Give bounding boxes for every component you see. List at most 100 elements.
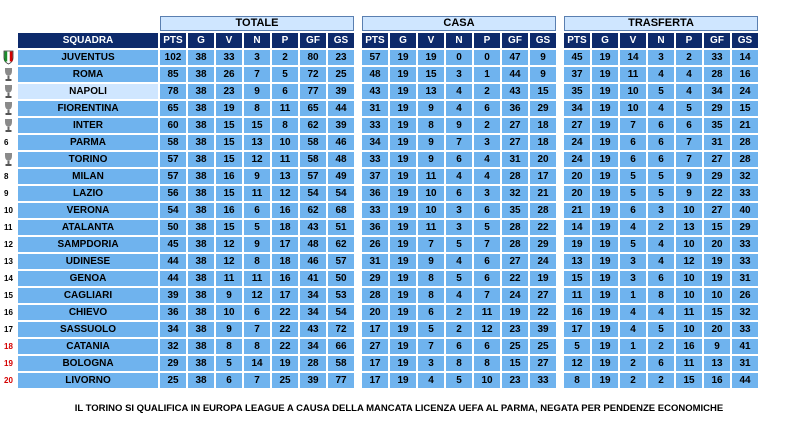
- totale-gf-cell: 62: [300, 118, 326, 133]
- team-name: LIVORNO: [18, 373, 158, 388]
- trasferta-p-cell: 7: [676, 152, 702, 167]
- casa-n-cell: 4: [446, 84, 472, 99]
- totale-v-cell: 16: [216, 203, 242, 218]
- trasferta-gf-cell: 27: [704, 203, 730, 218]
- totale-g-cell: 38: [188, 50, 214, 65]
- column-header-casa-gs: GS: [530, 33, 556, 48]
- rank-cell: 19: [2, 356, 16, 371]
- casa-pts-cell: 48: [362, 67, 388, 82]
- casa-gs-cell: 20: [530, 152, 556, 167]
- casa-n-cell: 3: [446, 220, 472, 235]
- column-header-trasferta-gs: GS: [732, 33, 758, 48]
- team-name: CATANIA: [18, 339, 158, 354]
- trasferta-n-cell: 2: [648, 220, 674, 235]
- table-row: TORINO 57 38 15 12 11 58 48 33 19 9 6 4 31 20 24 19 6 6 7 27…: [2, 152, 758, 167]
- rank-number: 20: [4, 376, 13, 385]
- rank-number: 18: [4, 342, 13, 351]
- trasferta-n-cell: 6: [648, 271, 674, 286]
- totale-gf-cell: 77: [300, 84, 326, 99]
- totale-v-cell: 6: [216, 373, 242, 388]
- trasferta-pts-cell: 21: [564, 203, 590, 218]
- totale-v-cell: 15: [216, 152, 242, 167]
- totale-g-cell: 38: [188, 186, 214, 201]
- casa-p-cell: 6: [474, 254, 500, 269]
- totale-pts-cell: 58: [160, 135, 186, 150]
- totale-gs-cell: 44: [328, 101, 354, 116]
- trasferta-gs-cell: 28: [732, 152, 758, 167]
- team-name: ATALANTA: [18, 220, 158, 235]
- casa-g-cell: 19: [390, 254, 416, 269]
- totale-gf-cell: 41: [300, 271, 326, 286]
- team-name: SASSUOLO: [18, 322, 158, 337]
- totale-g-cell: 38: [188, 118, 214, 133]
- trasferta-pts-cell: 5: [564, 339, 590, 354]
- column-header-trasferta-gf: GF: [704, 33, 730, 48]
- casa-pts-cell: 29: [362, 271, 388, 286]
- totale-gf-cell: 72: [300, 67, 326, 82]
- totale-n-cell: 3: [244, 50, 270, 65]
- casa-pts-cell: 26: [362, 237, 388, 252]
- trasferta-v-cell: 10: [620, 101, 646, 116]
- trasferta-g-cell: 19: [592, 152, 618, 167]
- totale-pts-cell: 39: [160, 288, 186, 303]
- casa-pts-cell: 17: [362, 322, 388, 337]
- totale-g-cell: 38: [188, 271, 214, 286]
- totale-v-cell: 5: [216, 356, 242, 371]
- totale-n-cell: 14: [244, 356, 270, 371]
- totale-p-cell: 11: [272, 152, 298, 167]
- casa-n-cell: 3: [446, 203, 472, 218]
- casa-p-cell: 8: [474, 356, 500, 371]
- totale-v-cell: 9: [216, 322, 242, 337]
- trasferta-n-cell: 6: [648, 152, 674, 167]
- casa-gs-cell: 22: [530, 305, 556, 320]
- table-row: 10 VERONA 54 38 16 6 16 62 68 33 19 10 3 6 35 28 21 19 6 3 1…: [2, 203, 758, 218]
- trasferta-p-cell: 11: [676, 356, 702, 371]
- casa-gf-cell: 27: [502, 135, 528, 150]
- trophy-icon: [5, 85, 12, 98]
- rank-cell: 16: [2, 305, 16, 320]
- totale-gs-cell: 54: [328, 305, 354, 320]
- team-name: MILAN: [18, 169, 158, 184]
- totale-v-cell: 15: [216, 220, 242, 235]
- trasferta-gf-cell: 31: [704, 135, 730, 150]
- totale-pts-cell: 50: [160, 220, 186, 235]
- casa-v-cell: 9: [418, 135, 444, 150]
- casa-v-cell: 3: [418, 356, 444, 371]
- trasferta-n-cell: 6: [648, 356, 674, 371]
- trasferta-p-cell: 4: [676, 67, 702, 82]
- totale-g-cell: 38: [188, 135, 214, 150]
- trasferta-v-cell: 5: [620, 237, 646, 252]
- team-name: LAZIO: [18, 186, 158, 201]
- casa-g-cell: 19: [390, 84, 416, 99]
- trasferta-pts-cell: 16: [564, 305, 590, 320]
- totale-gs-cell: 49: [328, 169, 354, 184]
- trasferta-n-cell: 4: [648, 237, 674, 252]
- casa-gs-cell: 9: [530, 50, 556, 65]
- group-header-row: TOTALE CASA TRASFERTA: [2, 16, 758, 31]
- casa-gf-cell: 23: [502, 373, 528, 388]
- totale-p-cell: 25: [272, 373, 298, 388]
- trasferta-pts-cell: 37: [564, 67, 590, 82]
- rank-number: 16: [4, 308, 13, 317]
- rank-cell: 13: [2, 254, 16, 269]
- trasferta-gf-cell: 33: [704, 50, 730, 65]
- totale-g-cell: 38: [188, 220, 214, 235]
- trasferta-n-cell: 4: [648, 67, 674, 82]
- trasferta-g-cell: 19: [592, 50, 618, 65]
- casa-v-cell: 15: [418, 67, 444, 82]
- casa-v-cell: 9: [418, 254, 444, 269]
- totale-g-cell: 38: [188, 237, 214, 252]
- casa-gf-cell: 25: [502, 339, 528, 354]
- totale-n-cell: 11: [244, 271, 270, 286]
- trasferta-p-cell: 16: [676, 339, 702, 354]
- totale-gf-cell: 39: [300, 373, 326, 388]
- trasferta-v-cell: 2: [620, 356, 646, 371]
- casa-pts-cell: 28: [362, 288, 388, 303]
- casa-n-cell: 5: [446, 271, 472, 286]
- totale-gs-cell: 39: [328, 84, 354, 99]
- casa-gs-cell: 22: [530, 220, 556, 235]
- trasferta-gs-cell: 41: [732, 339, 758, 354]
- rank-cell: [2, 101, 16, 116]
- totale-v-cell: 9: [216, 288, 242, 303]
- casa-gf-cell: 27: [502, 118, 528, 133]
